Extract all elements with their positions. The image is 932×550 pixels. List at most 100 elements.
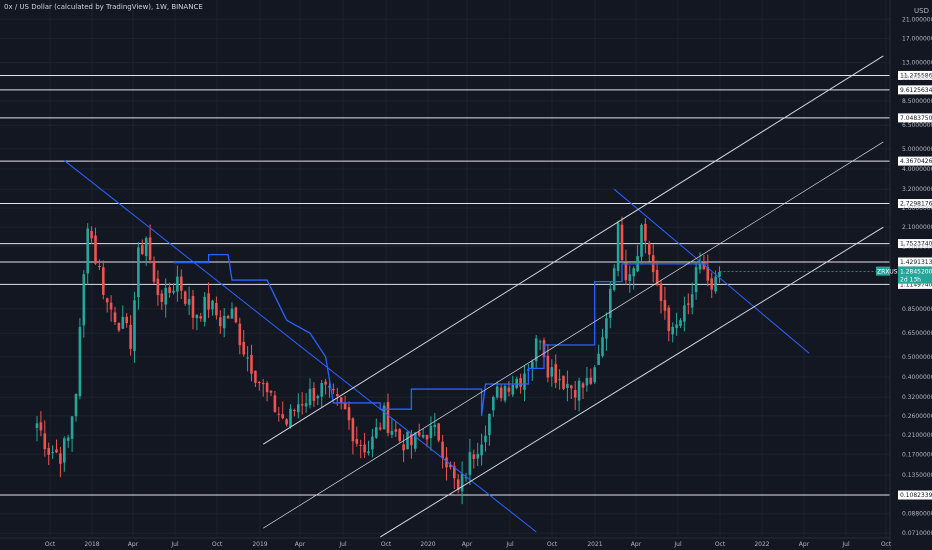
candle-body [675,324,678,329]
candle-body [566,383,569,388]
candle-body [573,390,577,398]
candle-body [63,438,66,463]
time-tick-label: Oct [212,541,223,548]
time-tick-label: 2019 [252,541,267,548]
candle-body [180,276,183,291]
price-tick-label: 0.3200000 [902,394,932,401]
grid-lines [0,0,890,537]
candle-body [612,268,616,290]
level-label: 2.72981768 [900,201,932,208]
candle-body [445,457,448,468]
candle-body [222,315,226,329]
candle-body [531,361,534,369]
price-tick-label: 0.8500000 [902,306,932,313]
level-label-box [898,85,932,95]
time-tick-label: Jul [338,541,347,548]
level-label-box [898,257,932,267]
candle-body [285,419,288,425]
time-tick-label: Apr [295,541,306,548]
time-tick-label: Jul [673,541,682,548]
candle-body [671,326,674,335]
horizontal-levels: 11.27558663 9.61256340 7.04837508 4.3670426… [0,70,932,500]
step-line [173,254,708,416]
symbol-label: ZRXUSD [877,269,903,276]
candle-body [39,422,43,431]
candle-body [164,287,167,305]
level-label-box [898,239,932,249]
candle-body [86,228,89,274]
candle-body [332,388,335,391]
candle-body [456,479,460,490]
candle-body [659,283,663,301]
level-label: 4.36704267 [900,158,932,165]
candle-body [679,320,682,326]
candle-body [137,247,140,298]
candle-body [601,337,604,356]
candle-body [300,404,304,406]
candle-body [336,393,339,397]
candle-body [698,263,702,270]
candle-body [78,327,82,397]
candle-body [47,448,50,455]
descending-trendline-2 [613,188,810,354]
time-tick-label: Oct [715,541,726,548]
descending-trendline [63,160,537,533]
candle-body [183,291,187,304]
candle-body [347,407,351,421]
candle-body [390,430,394,435]
candle-body [577,380,581,401]
candle-body [534,338,538,362]
price-tick-label: 0.1700000 [902,451,932,458]
current-price-label: 1.28452004 [900,269,932,276]
candle-body [148,237,152,260]
candle-body [710,278,713,290]
time-tick-label: 2018 [84,541,99,548]
candle-body [421,434,425,438]
candle-body [453,465,456,479]
candle-body [187,299,191,305]
price-tick-label: 0.4000000 [902,374,932,381]
candle-body [293,409,296,411]
countdown-label: 2d 13h [900,277,921,284]
candle-body [690,294,694,308]
candle-body [433,424,437,428]
candle-body [640,224,643,257]
price-tick-label: 6.5000000 [902,122,932,129]
candle-body [589,377,593,384]
candle-body [581,383,585,388]
level-label: 7.04837508 [900,115,932,122]
time-tick-label: Apr [799,541,810,548]
trend-drawings [63,55,890,538]
candle-body [694,267,698,293]
price-tick-label: 17.0000000 [902,35,932,42]
candle-body [308,388,312,405]
candle-body [464,477,468,479]
candle-body [398,429,401,441]
time-tick-label: Apr [631,541,642,548]
candle-body [129,324,132,349]
candle-body [117,322,121,331]
candle-body [585,377,589,386]
candle-body [624,262,628,281]
candle-body [648,243,651,255]
candle-body [382,405,386,430]
candle-body [250,354,253,374]
price-tick-label: 8.5000000 [902,98,932,105]
candle-body [312,388,316,401]
candle-body [105,298,109,303]
candle-body [476,453,479,459]
candle-body [488,413,491,436]
price-tick-label: 11.0000000 [902,75,932,82]
price-tick-label: 2.6000000 [902,205,932,212]
candle-body [261,383,265,385]
candle-body [70,416,74,439]
candle-body [503,385,507,401]
candle-body [133,300,136,351]
level-label-box [898,156,932,166]
candle-body [234,307,238,323]
candle-body [714,276,717,292]
candle-body [507,387,511,392]
